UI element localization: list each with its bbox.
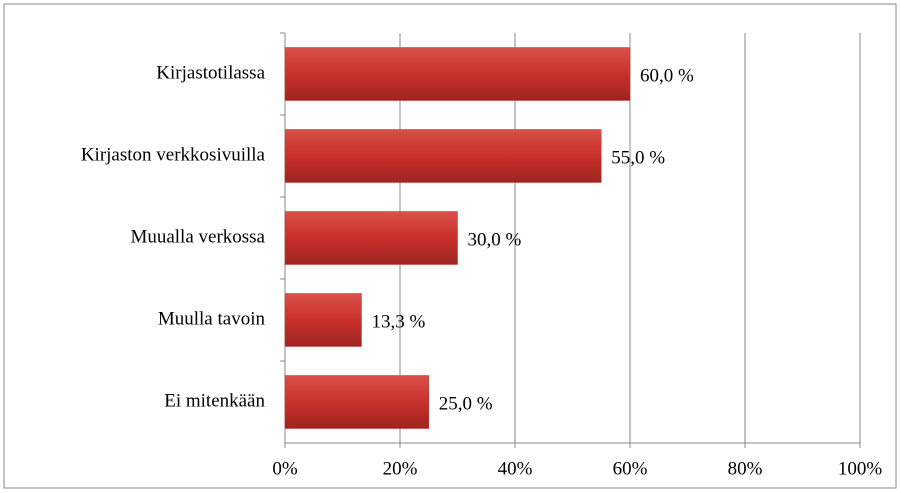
x-tick-label: 0% [272, 458, 298, 479]
data-label: 55,0 % [611, 147, 665, 168]
bar [284, 211, 458, 265]
bar [284, 47, 631, 101]
data-label: 60,0 % [640, 65, 694, 86]
data-label: 25,0 % [439, 393, 493, 414]
x-tick-label: 40% [498, 458, 533, 479]
x-tick-label: 80% [728, 458, 763, 479]
x-tick-label: 100% [838, 458, 883, 479]
y-tick-label: Ei mitenkään [164, 390, 265, 411]
x-tick-label: 20% [383, 458, 418, 479]
bar [284, 375, 429, 429]
data-label: 13,3 % [371, 311, 425, 332]
data-label: 30,0 % [468, 229, 522, 250]
y-tick-label: Kirjaston verkkosivuilla [81, 144, 266, 165]
bar [284, 129, 602, 183]
y-tick-label: Muulla tavoin [158, 308, 266, 329]
x-tick-label: 60% [613, 458, 648, 479]
y-tick-label: Kirjastotilassa [156, 62, 265, 83]
bar [284, 293, 362, 347]
y-tick-label: Muualla verkossa [130, 226, 265, 247]
